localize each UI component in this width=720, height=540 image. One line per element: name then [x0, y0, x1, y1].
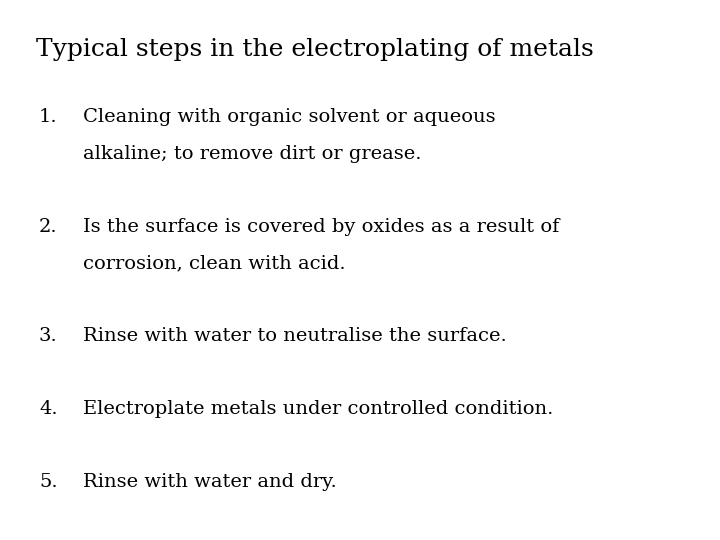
- Text: corrosion, clean with acid.: corrosion, clean with acid.: [83, 254, 346, 272]
- Text: Typical steps in the electroplating of metals: Typical steps in the electroplating of m…: [36, 38, 594, 61]
- Text: 3.: 3.: [39, 327, 58, 345]
- Text: 2.: 2.: [39, 218, 58, 235]
- Text: Rinse with water to neutralise the surface.: Rinse with water to neutralise the surfa…: [83, 327, 507, 345]
- Text: 5.: 5.: [39, 473, 58, 491]
- Text: Electroplate metals under controlled condition.: Electroplate metals under controlled con…: [83, 400, 553, 418]
- Text: Is the surface is covered by oxides as a result of: Is the surface is covered by oxides as a…: [83, 218, 559, 235]
- Text: Rinse with water and dry.: Rinse with water and dry.: [83, 473, 336, 491]
- Text: Cleaning with organic solvent or aqueous: Cleaning with organic solvent or aqueous: [83, 108, 495, 126]
- Text: alkaline; to remove dirt or grease.: alkaline; to remove dirt or grease.: [83, 145, 421, 163]
- Text: 4.: 4.: [39, 400, 58, 418]
- Text: 1.: 1.: [39, 108, 58, 126]
